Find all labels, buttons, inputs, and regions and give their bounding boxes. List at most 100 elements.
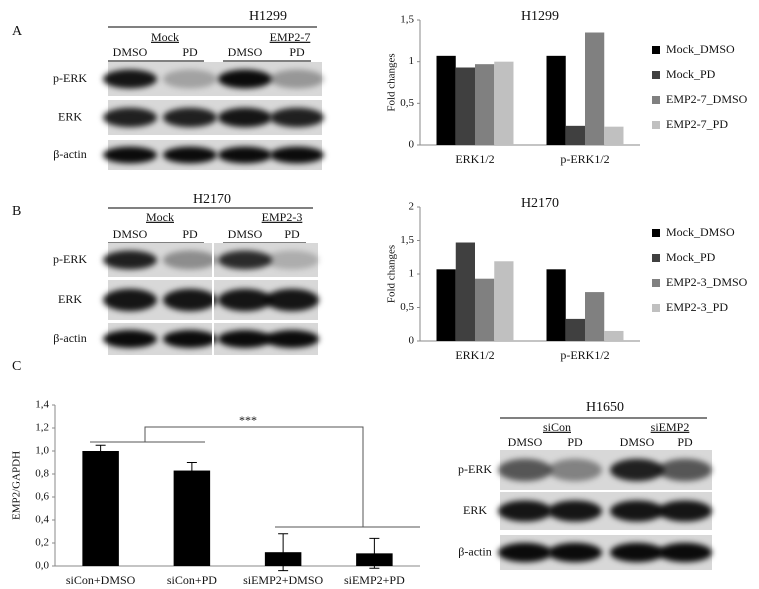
bar — [475, 278, 495, 341]
row-label: p-ERK — [53, 252, 87, 266]
blot-band — [163, 330, 217, 348]
lane-label: DMSO — [620, 435, 655, 449]
group-label: Mock — [151, 30, 179, 44]
blot-band — [610, 500, 664, 522]
blot-band — [498, 542, 552, 563]
blot-band — [218, 250, 272, 270]
error-bar — [369, 537, 380, 569]
lane-label: DMSO — [113, 45, 148, 59]
legend-swatch — [652, 121, 660, 129]
y-tick-label: 0 — [409, 335, 415, 347]
y-tick-label: 1,0 — [35, 445, 49, 457]
legend-swatch — [652, 229, 660, 237]
bar — [585, 292, 605, 341]
blot-band — [218, 69, 272, 89]
y-tick-label: 0,5 — [400, 301, 414, 313]
blot-band — [103, 288, 157, 312]
bar — [565, 318, 585, 341]
blot-band — [103, 250, 157, 270]
panel-label: B — [12, 204, 21, 219]
bar — [173, 470, 211, 566]
legend-label: Mock_DMSO — [666, 42, 735, 56]
group-label: Mock — [146, 210, 174, 224]
lane-label: PD — [677, 435, 693, 449]
legend-label: EMP2-7_DMSO — [666, 92, 748, 106]
lane-label: DMSO — [508, 435, 543, 449]
x-tick-label: p-ERK1/2 — [560, 348, 609, 362]
bar — [455, 242, 475, 341]
blot-band — [658, 458, 712, 482]
blot-band — [103, 69, 157, 89]
group-label: EMP2-7 — [270, 30, 311, 44]
bar — [436, 55, 456, 146]
bar — [494, 261, 514, 341]
row-label: p-ERK — [458, 462, 492, 476]
x-tick-label: siEMP2+DMSO — [243, 573, 323, 587]
group-label: siEMP2 — [651, 420, 690, 434]
row-label: ERK — [463, 503, 487, 517]
y-tick-label: 0,0 — [35, 560, 49, 572]
y-tick-label: 0,6 — [35, 491, 49, 503]
blot-title: H2170 — [193, 192, 231, 207]
blot-band — [658, 542, 712, 563]
y-tick-label: 1,4 — [35, 399, 49, 411]
legend-swatch — [652, 96, 660, 104]
y-tick-label: 0 — [409, 139, 415, 151]
y-tick-label: 2 — [409, 201, 415, 213]
y-axis-title: EMP2/GAPDH — [11, 451, 23, 520]
blot-band — [498, 500, 552, 522]
blot-band — [103, 330, 157, 348]
chart-title: H2170 — [521, 196, 559, 211]
row-label: β-actin — [458, 544, 491, 558]
row-label: p-ERK — [53, 71, 87, 85]
legend-label: Mock_PD — [666, 250, 716, 264]
y-tick-label: 1 — [409, 268, 415, 280]
y-tick-label: 0,4 — [35, 514, 49, 526]
annotation: *** — [239, 413, 257, 427]
bar — [604, 330, 624, 341]
x-tick-label: ERK1/2 — [455, 348, 494, 362]
bar — [436, 269, 456, 341]
y-tick-label: 1,2 — [35, 422, 49, 434]
y-tick-label: 1,5 — [400, 14, 414, 26]
group-label: EMP2-3 — [262, 210, 303, 224]
lane-label: PD — [567, 435, 583, 449]
blot-band — [103, 146, 157, 164]
bar — [546, 269, 566, 341]
panel-label: A — [12, 24, 23, 39]
bar — [82, 451, 119, 566]
lane-label: DMSO — [228, 227, 263, 241]
y-tick-label: 0,5 — [400, 97, 414, 109]
row-label: ERK — [58, 109, 82, 123]
x-tick-label: p-ERK1/2 — [560, 152, 609, 166]
blot-band — [658, 500, 712, 522]
y-axis-title: Fold changes — [386, 245, 398, 303]
x-tick-label: siCon+PD — [167, 573, 217, 587]
legend-swatch — [652, 304, 660, 312]
bar — [565, 125, 585, 145]
y-tick-label: 0,8 — [35, 468, 49, 480]
bar — [475, 64, 495, 145]
legend-label: EMP2-3_DMSO — [666, 275, 748, 289]
y-tick-label: 1,5 — [400, 234, 414, 246]
group-label: siCon — [543, 420, 571, 434]
lane-label: PD — [289, 45, 305, 59]
blot-band — [218, 107, 272, 128]
blot-band — [610, 542, 664, 563]
x-tick-label: siCon+DMSO — [66, 573, 136, 587]
blot-band — [163, 146, 217, 164]
bar — [585, 32, 605, 145]
row-label: ERK — [58, 292, 82, 306]
blot-band — [270, 69, 324, 89]
lane-label: DMSO — [228, 45, 263, 59]
panel-label: C — [12, 359, 21, 374]
legend-label: Mock_DMSO — [666, 225, 735, 239]
x-tick-label: ERK1/2 — [455, 152, 494, 166]
legend-label: Mock_PD — [666, 67, 716, 81]
legend-swatch — [652, 46, 660, 54]
blot-band — [265, 330, 319, 348]
significance-bracket — [90, 426, 420, 528]
blot-band — [218, 288, 272, 312]
lane-label: PD — [284, 227, 300, 241]
blot-band — [548, 458, 602, 482]
